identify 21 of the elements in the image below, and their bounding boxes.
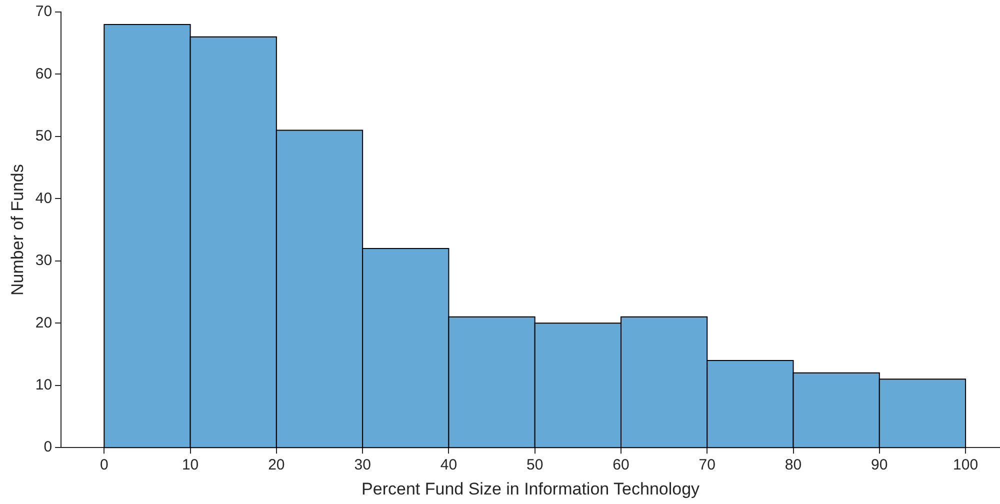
y-tick-label: 40 [35, 190, 52, 207]
y-tick-label: 60 [35, 65, 52, 82]
y-tick-label: 20 [35, 314, 52, 332]
x-tick-label: 0 [100, 456, 108, 474]
x-tick-label: 100 [953, 456, 978, 474]
y-tick-label: 70 [35, 3, 52, 20]
x-tick-label: 30 [354, 456, 371, 474]
x-tick-label: 20 [268, 456, 285, 474]
x-tick-label: 10 [182, 456, 199, 474]
x-tick-label: 80 [784, 456, 802, 474]
x-axis-title: Percent Fund Size in Information Technology [362, 479, 700, 498]
x-tick-label: 90 [871, 456, 888, 474]
x-tick-label: 40 [440, 456, 458, 474]
x-tick-label: 70 [698, 456, 716, 474]
y-tick-label: 50 [35, 128, 52, 145]
y-axis-title: Number of Funds [8, 164, 27, 296]
y-tick-label: 0 [44, 438, 52, 456]
x-tick-label: 60 [612, 456, 630, 474]
x-tick-label: 50 [526, 456, 544, 474]
y-tick-label: 10 [35, 376, 52, 394]
y-tick-label: 30 [35, 252, 52, 270]
